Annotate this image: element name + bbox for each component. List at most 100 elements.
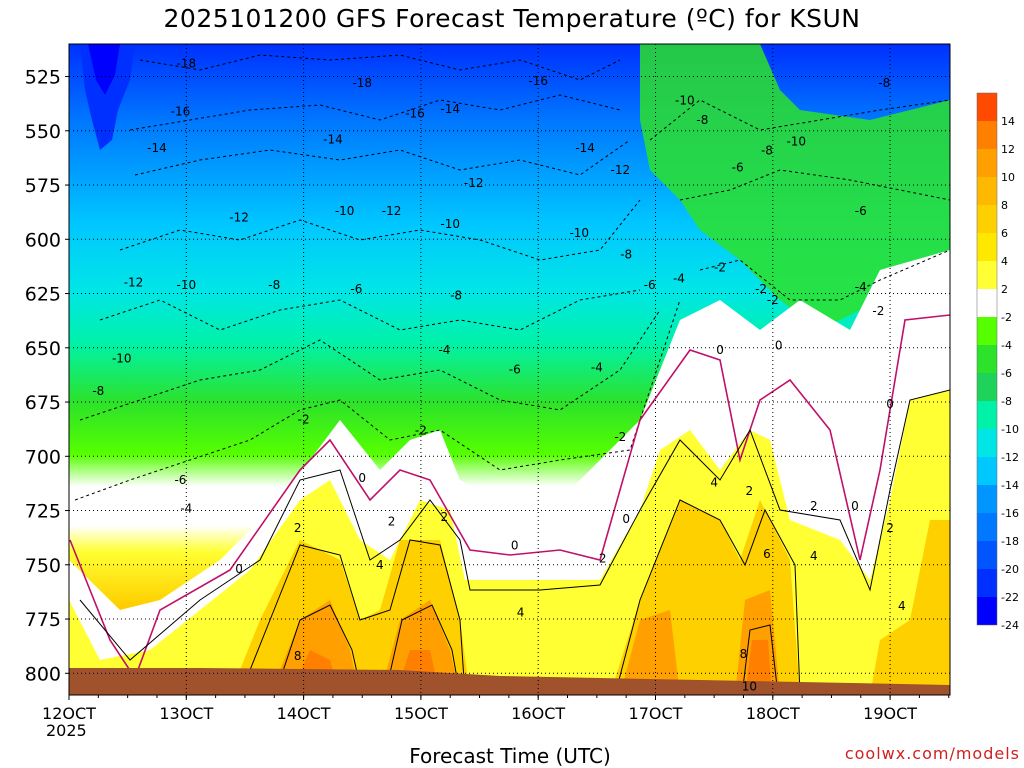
colorbar: 14 12 10 8 6 4 2 -2 -4 -6 -8 -10 -12 -14 -16 -18 -20 -22 -… <box>976 92 1019 632</box>
x-tick-label: 18OCT <box>746 704 800 723</box>
contour-label: -12 <box>611 163 631 177</box>
contour-label: -2 <box>714 261 726 275</box>
y-tick-label: 800 <box>25 663 61 685</box>
colorbar-label: -22 <box>1001 591 1019 604</box>
cold-core-region <box>80 44 135 150</box>
contour-line <box>99 289 641 331</box>
zero-contour <box>69 314 950 680</box>
chart-title: 2025101200 GFS Forecast Temperature (ºC)… <box>163 4 861 33</box>
contour-line <box>384 604 461 695</box>
y-tick-label: 775 <box>25 609 61 631</box>
colorbar-label: 8 <box>1001 199 1008 212</box>
contour-label: -4 <box>438 343 450 357</box>
source-credit[interactable]: coolwx.com/models <box>844 744 1020 763</box>
contour-label: 8 <box>740 647 748 661</box>
contour-label: 0 <box>775 339 783 353</box>
contour-label: 2 <box>810 499 818 513</box>
y-tick-label: 750 <box>25 555 61 577</box>
contour-label: -4 <box>180 501 192 515</box>
contour-label: -6 <box>350 282 362 296</box>
contour-label: 10 <box>742 679 757 693</box>
contour-label: -6 <box>855 204 867 218</box>
colorbar-swatch <box>977 401 997 429</box>
colorbar-swatch <box>977 233 997 261</box>
plot-frame <box>68 43 951 696</box>
y-tick-label: 700 <box>25 446 61 468</box>
contour-label: -10 <box>675 93 695 107</box>
y-tick-label: 550 <box>25 121 61 143</box>
contour-labels: -18 -18 -16 -16 -16 -14 -14 -14 -14 -12 -12 -12 -12 -… <box>92 57 905 694</box>
contour-label: -2 <box>298 412 310 426</box>
colorbar-swatch <box>977 93 997 121</box>
contour-label: -14 <box>147 141 167 155</box>
contour-label: -8 <box>620 247 632 261</box>
colorbar-label: 6 <box>1001 227 1008 240</box>
contour-label: -16 <box>171 104 191 118</box>
colorbar-label: -12 <box>1001 451 1019 464</box>
colorbar-label: 14 <box>1001 115 1015 128</box>
contour-label: -14 <box>575 141 595 155</box>
contour-label: 2 <box>886 521 894 535</box>
contour-label: 4 <box>517 606 525 620</box>
colorbar-label: 4 <box>1001 255 1008 268</box>
contour-line <box>699 249 950 301</box>
contour-label: -8 <box>696 113 708 127</box>
x-tick-label: 17OCT <box>629 704 683 723</box>
contour-label: -10 <box>112 352 132 366</box>
y-tick-label: 725 <box>25 501 61 523</box>
contour-label: -16 <box>405 106 425 120</box>
y-tick-label: 625 <box>25 284 61 306</box>
contour-label: -2 <box>415 423 427 437</box>
contour-label: -12 <box>382 204 402 218</box>
warm-pocket-aloft <box>640 44 950 330</box>
contour-line <box>649 99 950 141</box>
contour-label: -4 <box>591 360 603 374</box>
x-tick-label: 15OCT <box>394 704 448 723</box>
contour-label: -14 <box>323 132 343 146</box>
colorbar-swatch <box>977 485 997 513</box>
contour-label: -8 <box>878 76 890 90</box>
x-tick-label: 19OCT <box>863 704 917 723</box>
contour-label: -6 <box>174 473 186 487</box>
contour-label: -10 <box>569 226 589 240</box>
colorbar-label: -6 <box>1001 367 1012 380</box>
contour-label: 0 <box>511 538 519 552</box>
x-tick-label: 12OCT <box>42 704 96 723</box>
contour-line <box>79 389 950 661</box>
grid-lines <box>69 44 950 695</box>
contour-line <box>239 539 466 695</box>
colorbar-swatch <box>977 429 997 457</box>
contour-label: 0 <box>886 397 894 411</box>
colorbar-swatch <box>977 373 997 401</box>
y-tick-label: 600 <box>25 229 61 251</box>
contour-label: -12 <box>124 276 144 290</box>
contour-label: 4 <box>710 475 718 489</box>
contour-label: 2 <box>599 551 607 565</box>
colorbar-label: -16 <box>1001 507 1019 520</box>
contour-label: -10 <box>335 204 355 218</box>
contour-line <box>679 169 950 201</box>
colorbar-swatch <box>977 121 997 149</box>
colorbar-swatch <box>977 177 997 205</box>
contour-label: -4 <box>855 280 867 294</box>
colorbar-swatch <box>977 345 997 373</box>
colorbar-label: -8 <box>1001 395 1012 408</box>
contour-line <box>134 139 631 176</box>
colorbar-swatch <box>977 261 997 289</box>
year-label: 2025 <box>46 721 87 740</box>
contour-label: -14 <box>440 102 460 116</box>
contour-label: 2 <box>441 510 449 524</box>
colorbar-swatch <box>977 149 997 177</box>
colorbar-label: -10 <box>1001 423 1019 436</box>
colorbar-swatch <box>977 205 997 233</box>
ground-surface <box>69 668 950 695</box>
colorbar-label: 10 <box>1001 171 1015 184</box>
y-axis: 525 550 575 600 625 650 675 700 725 750 775 800 <box>25 67 69 685</box>
contour-label: 0 <box>716 343 724 357</box>
x-tick-label: 16OCT <box>511 704 565 723</box>
contour-label: 4 <box>898 599 906 613</box>
colorbar-swatch <box>977 457 997 485</box>
contour-line <box>129 94 621 131</box>
colorbar-swatch <box>977 513 997 541</box>
